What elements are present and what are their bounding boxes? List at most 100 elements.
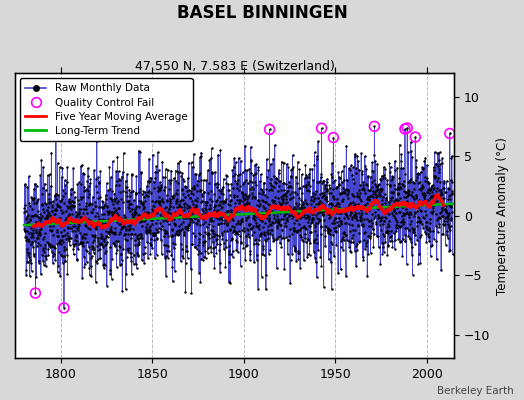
Point <box>177 221 185 227</box>
Point <box>243 196 251 202</box>
Point <box>244 194 253 200</box>
Point <box>352 215 360 221</box>
Point <box>180 232 189 238</box>
Point <box>110 230 118 236</box>
Point <box>311 212 320 218</box>
Point <box>21 234 30 240</box>
Point <box>27 194 36 200</box>
Point <box>137 232 145 239</box>
Point <box>137 200 146 206</box>
Point <box>189 164 197 170</box>
Point <box>255 222 263 228</box>
Point <box>136 219 144 225</box>
Point <box>359 182 368 188</box>
Point <box>431 210 440 217</box>
Point <box>388 244 397 250</box>
Point <box>25 249 34 256</box>
Point <box>379 240 387 246</box>
Point <box>379 164 388 170</box>
Point <box>198 193 206 200</box>
Point <box>210 204 219 210</box>
Point <box>36 172 45 178</box>
Point <box>183 254 192 261</box>
Point <box>63 271 72 277</box>
Point <box>341 232 350 238</box>
Point <box>272 175 280 181</box>
Point <box>356 182 365 188</box>
Point <box>289 207 297 214</box>
Point <box>241 196 249 202</box>
Point <box>330 225 339 231</box>
Point <box>419 184 428 190</box>
Point <box>346 167 354 173</box>
Point <box>293 228 301 234</box>
Point <box>40 234 48 240</box>
Point <box>350 180 358 186</box>
Point <box>348 235 356 241</box>
Point <box>248 232 257 238</box>
Point <box>395 223 403 230</box>
Point <box>261 208 270 214</box>
Point <box>76 219 84 225</box>
Point <box>119 217 128 223</box>
Point <box>31 219 40 226</box>
Point <box>99 262 107 268</box>
Point <box>166 180 174 186</box>
Point <box>363 182 371 188</box>
Point <box>94 180 103 186</box>
Point <box>449 251 457 257</box>
Point <box>52 195 61 202</box>
Point <box>112 264 121 270</box>
Point <box>368 202 377 209</box>
Point <box>152 163 160 169</box>
Point <box>395 185 403 192</box>
Point <box>434 201 442 208</box>
Point <box>287 166 296 173</box>
Point <box>230 192 238 198</box>
Point <box>448 191 456 197</box>
Point <box>225 218 233 224</box>
Point <box>43 172 52 178</box>
Point <box>263 236 271 243</box>
Point <box>90 218 99 224</box>
Point <box>407 176 416 182</box>
Point <box>159 218 167 224</box>
Point <box>288 152 297 158</box>
Point <box>281 190 289 197</box>
Point <box>248 190 256 197</box>
Point <box>193 195 201 201</box>
Point <box>44 208 52 215</box>
Point <box>424 226 433 233</box>
Point <box>79 206 88 212</box>
Point <box>265 216 273 223</box>
Point <box>198 215 206 221</box>
Point <box>42 253 50 260</box>
Point <box>349 227 357 233</box>
Point <box>210 191 219 197</box>
Point <box>158 223 167 230</box>
Point <box>151 226 160 232</box>
Point <box>62 218 71 224</box>
Point <box>362 210 370 216</box>
Point <box>313 215 321 221</box>
Point <box>232 246 241 253</box>
Point <box>216 241 224 248</box>
Point <box>21 181 29 187</box>
Point <box>375 214 383 220</box>
Point <box>246 257 254 263</box>
Point <box>205 156 214 163</box>
Point <box>108 228 117 235</box>
Point <box>431 175 439 181</box>
Point <box>402 210 410 216</box>
Point <box>387 193 396 200</box>
Point <box>128 219 136 226</box>
Point <box>94 256 102 262</box>
Point <box>259 243 267 249</box>
Point <box>388 210 396 216</box>
Point <box>349 232 357 238</box>
Point <box>263 209 271 216</box>
Point <box>244 210 252 217</box>
Point <box>223 222 232 228</box>
Point <box>311 191 319 197</box>
Point <box>405 227 413 233</box>
